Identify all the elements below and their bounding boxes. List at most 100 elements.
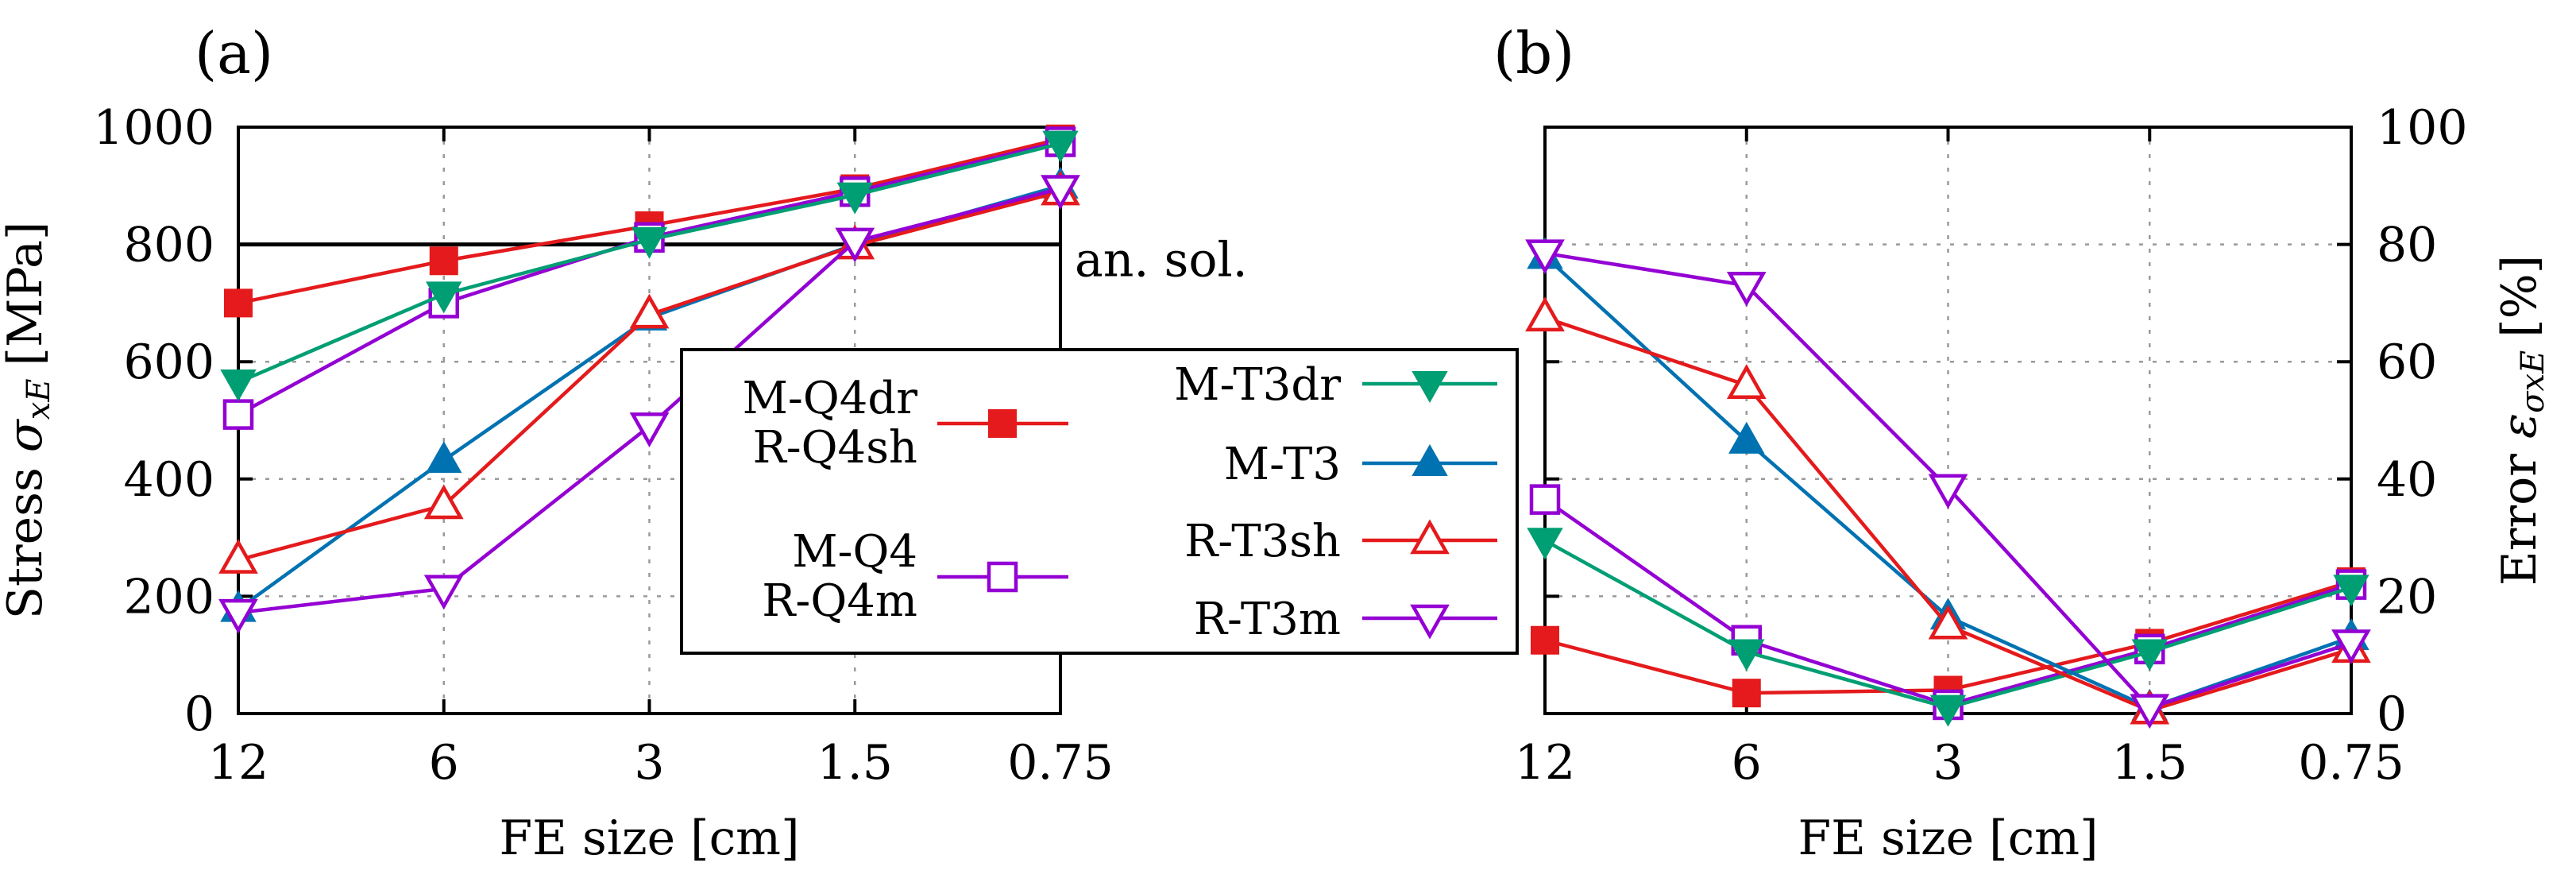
data-point bbox=[1525, 296, 1565, 332]
y-axis-label-prefix: Stress bbox=[0, 452, 53, 619]
data-point bbox=[2333, 575, 2369, 607]
data-point bbox=[1042, 130, 1079, 163]
panel-label: (b) bbox=[1493, 20, 1574, 87]
legend-marker bbox=[1412, 371, 1448, 404]
y-tick-label: 800 bbox=[123, 218, 214, 273]
legend-item-rt3sh: R-T3sh bbox=[1184, 516, 1497, 567]
y-axis-label-symbol: σ bbox=[0, 418, 53, 452]
data-point bbox=[429, 246, 458, 276]
data-point bbox=[2131, 639, 2168, 671]
series-line bbox=[1544, 315, 2352, 713]
data-point bbox=[1529, 484, 1561, 515]
reference-line-label: an. sol. bbox=[1075, 233, 1248, 288]
legend-marker bbox=[1410, 604, 1450, 640]
legend-box bbox=[680, 348, 1519, 655]
series-rt3sh bbox=[1525, 296, 2371, 725]
y-axis-label-unit: [MPa] bbox=[0, 222, 53, 366]
legend-label: R-Q4m bbox=[762, 575, 917, 627]
legend-marker bbox=[987, 561, 1018, 593]
data-point bbox=[2331, 629, 2371, 664]
y-tick-label: 0 bbox=[2377, 687, 2407, 742]
data-point bbox=[1726, 364, 1767, 399]
data-point bbox=[220, 369, 257, 402]
data-point bbox=[224, 288, 253, 318]
series-rt3m bbox=[218, 175, 1080, 634]
panel-a: 0 200 400 600 800 1000 12 6 3 1.5 0.75 FE size [cm]… bbox=[0, 20, 1248, 866]
data-point bbox=[426, 441, 462, 474]
panel-b: 0 20 40 60 80 100 12 6 3 1.5 0.75 FE size [cm] Error… bbox=[1493, 20, 2551, 866]
y-tick-label: 40 bbox=[2377, 452, 2437, 508]
data-point bbox=[1525, 239, 1565, 275]
data-point bbox=[1726, 272, 1767, 307]
y-axis-label: Stress σxE [MPa] bbox=[0, 222, 57, 620]
x-tick-label: 0.75 bbox=[2298, 735, 2404, 791]
y-tick-label: 60 bbox=[2377, 335, 2437, 390]
series-rt3m bbox=[1525, 239, 2371, 729]
y-tick-label: 400 bbox=[123, 452, 214, 508]
legend-label: R-T3sh bbox=[1184, 516, 1341, 567]
y-tick-label: 100 bbox=[2377, 100, 2468, 156]
data-point bbox=[1732, 679, 1761, 708]
y-tick-label: 20 bbox=[2377, 569, 2437, 625]
data-point bbox=[423, 575, 464, 610]
data-point bbox=[218, 539, 258, 574]
y-tick-label: 200 bbox=[123, 569, 214, 625]
data-point bbox=[629, 412, 670, 447]
series-mt3dr bbox=[1527, 528, 2369, 727]
y-axis-label: Error εσxE [%] bbox=[2492, 255, 2551, 586]
x-tick-label: 0.75 bbox=[1007, 735, 1114, 791]
x-axis-label: FE size [cm] bbox=[500, 811, 800, 866]
x-tick-label: 1.5 bbox=[2112, 735, 2188, 791]
y-tick-label: 0 bbox=[184, 687, 214, 742]
legend-label: M-Q4 bbox=[792, 526, 917, 578]
legend-label: M-T3 bbox=[1224, 439, 1341, 490]
data-point bbox=[222, 399, 254, 430]
legend-item-mt3: M-T3 bbox=[1224, 439, 1497, 490]
legend-label: M-Q4dr bbox=[743, 373, 918, 424]
x-tick-label: 3 bbox=[1933, 735, 1963, 791]
x-tick-label: 12 bbox=[208, 735, 268, 791]
y-axis-label-unit: [%] bbox=[2492, 255, 2547, 338]
y-tick-label: 80 bbox=[2377, 218, 2437, 273]
data-point bbox=[2130, 694, 2170, 729]
data-point bbox=[1531, 625, 1559, 655]
y-axis-label-sub: σxE bbox=[2515, 350, 2551, 413]
data-point bbox=[1041, 175, 1080, 211]
series-mt3dr bbox=[220, 130, 1079, 402]
y-axis-label-symbol: ε bbox=[2492, 413, 2547, 439]
data-point bbox=[218, 598, 258, 634]
x-tick-label: 12 bbox=[1515, 735, 1575, 791]
data-point bbox=[1928, 474, 1968, 509]
panel-label: (a) bbox=[195, 20, 273, 87]
legend-item-mq4: M-Q4R-Q4m bbox=[762, 526, 1068, 627]
legend-label: R-Q4sh bbox=[753, 422, 917, 474]
x-tick-label: 6 bbox=[429, 735, 459, 791]
data-point bbox=[423, 484, 464, 520]
data-point bbox=[629, 293, 670, 329]
data-point bbox=[1527, 528, 1563, 560]
legend-marker bbox=[1410, 519, 1450, 555]
y-tick-label: 1000 bbox=[93, 100, 214, 156]
y-axis-label-prefix: Error bbox=[2492, 439, 2547, 586]
legend-item-mt3dr: M-T3dr bbox=[1174, 359, 1497, 411]
x-tick-label: 3 bbox=[634, 735, 664, 791]
legend-marker bbox=[1412, 443, 1448, 476]
legend-label: M-T3dr bbox=[1174, 359, 1341, 411]
x-tick-label: 1.5 bbox=[817, 735, 893, 791]
data-point bbox=[426, 281, 462, 314]
data-point bbox=[1928, 604, 1968, 640]
data-point bbox=[835, 227, 875, 263]
data-point bbox=[1728, 639, 1765, 671]
y-tick-label: 600 bbox=[123, 335, 214, 390]
y-axis-label-sub: xE bbox=[21, 378, 57, 420]
x-tick-label: 6 bbox=[1732, 735, 1762, 791]
legend-label: R-T3m bbox=[1194, 594, 1341, 645]
legend-item-rt3m: R-T3m bbox=[1194, 594, 1497, 645]
x-axis-label: FE size [cm] bbox=[1798, 811, 2099, 866]
data-point bbox=[631, 226, 668, 259]
data-point bbox=[1929, 694, 1967, 727]
data-point bbox=[1728, 421, 1765, 454]
legend-marker bbox=[988, 409, 1017, 438]
